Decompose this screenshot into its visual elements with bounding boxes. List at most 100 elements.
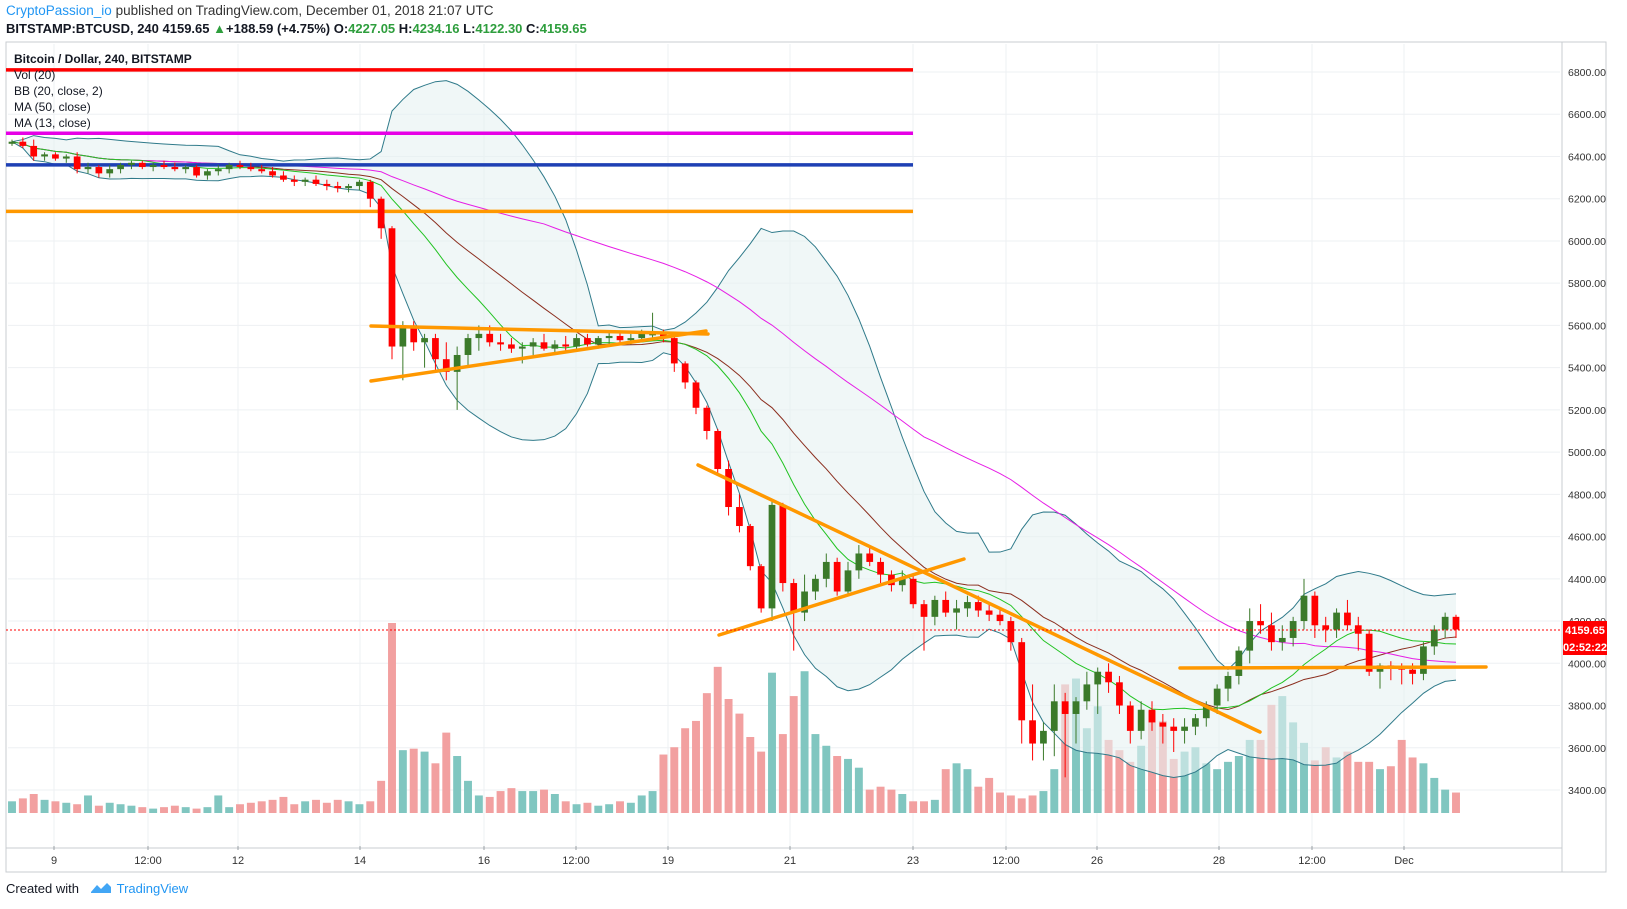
- grid: [8, 44, 1560, 846]
- candle-body: [562, 344, 570, 347]
- candle-body: [518, 346, 526, 349]
- volume-bar: [1376, 769, 1384, 813]
- volume-bar: [409, 748, 418, 813]
- volume-bar: [681, 728, 690, 813]
- volume-bar: [73, 804, 82, 813]
- price-tick-label: 4800.00: [1568, 489, 1606, 501]
- volume-bar: [8, 801, 16, 813]
- price-tick-label: 5200.00: [1568, 405, 1606, 417]
- legend-item-bb[interactable]: BB (20, close, 2): [14, 84, 103, 98]
- volume-bar: [952, 763, 961, 813]
- volume-bar: [930, 799, 939, 813]
- bb-fill: [12, 80, 1456, 778]
- candle-body: [475, 333, 483, 339]
- candle-body: [1278, 637, 1286, 643]
- price-tick-label: 6000.00: [1568, 236, 1606, 248]
- legend-item-ma13[interactable]: MA (13, close): [14, 116, 91, 130]
- candle-body: [725, 469, 732, 508]
- candle-body: [1235, 650, 1243, 676]
- candle-body: [920, 604, 928, 617]
- trendline: [369, 324, 710, 336]
- candle-body: [779, 504, 787, 584]
- volume-bar: [257, 801, 266, 813]
- volume-bar: [1419, 763, 1428, 813]
- candle-body: [1137, 709, 1145, 731]
- tradingview-link[interactable]: TradingView: [116, 881, 189, 896]
- volume-bar: [1332, 757, 1341, 813]
- volume-bar: [1386, 766, 1395, 813]
- candle-body: [1116, 682, 1123, 706]
- candle-body: [41, 154, 48, 157]
- volume-bar: [985, 777, 994, 813]
- candle-body: [985, 610, 993, 615]
- last-price-tag-text: 4159.65: [1565, 625, 1605, 637]
- candle-body: [410, 325, 418, 343]
- candle-body: [1344, 612, 1351, 626]
- candle-body: [605, 335, 613, 339]
- volume-bar: [442, 732, 451, 813]
- candle-body: [964, 602, 971, 609]
- candle-body: [377, 198, 385, 229]
- volume-bar: [920, 801, 928, 813]
- candle-body: [1029, 720, 1036, 744]
- volume-bar: [637, 795, 646, 813]
- volume-bar: [496, 791, 505, 813]
- volume-bar: [1115, 750, 1124, 813]
- volume-bar: [333, 799, 342, 813]
- bb-upper-line: [11, 80, 1457, 671]
- volume-bar: [225, 807, 234, 813]
- horizontal-levels: [6, 68, 913, 214]
- candle-body: [171, 167, 179, 170]
- candle-body: [106, 169, 114, 174]
- publish-info: published on TradingView.com, December 0…: [111, 3, 494, 18]
- close-label: C:: [526, 21, 540, 36]
- candle-body: [1311, 595, 1319, 626]
- volume-bar: [757, 751, 766, 813]
- candle-body: [757, 566, 765, 609]
- volume-bar: [1452, 792, 1460, 813]
- volume-bar: [833, 756, 842, 813]
- candle-body: [366, 181, 374, 199]
- candle-body: [1268, 625, 1275, 643]
- price-tick-label: 5000.00: [1568, 447, 1606, 459]
- candle-body: [312, 179, 320, 184]
- candle-body: [453, 354, 461, 372]
- candle-body: [95, 167, 103, 174]
- candle-body: [855, 553, 863, 571]
- volume-bar: [561, 801, 570, 813]
- candle-body: [573, 338, 580, 347]
- trendline: [1178, 665, 1488, 670]
- volume-bar: [279, 796, 288, 813]
- volume-bar: [887, 789, 896, 813]
- candle-body: [1300, 595, 1308, 622]
- legend-item-vol[interactable]: Vol (20): [14, 68, 55, 82]
- candle-body: [736, 507, 743, 527]
- time-tick-label: 9: [51, 855, 57, 867]
- candle-body: [1040, 730, 1047, 744]
- volume-bar: [1126, 761, 1135, 813]
- volume-bar: [1082, 728, 1091, 813]
- open-value: 4227.05: [348, 21, 396, 36]
- candle-body: [551, 344, 559, 349]
- volume-bar: [713, 666, 722, 813]
- up-triangle-icon: ▲: [213, 21, 227, 36]
- candle-body: [19, 141, 27, 146]
- high-label: H:: [398, 21, 413, 36]
- candle-body: [1224, 675, 1232, 689]
- volume-bar: [474, 795, 483, 813]
- candle-body: [898, 578, 906, 586]
- volume-bar: [181, 807, 190, 813]
- volume-bar: [312, 799, 320, 813]
- volume-bar: [724, 699, 733, 813]
- candle-body: [399, 325, 407, 347]
- volume-bar: [768, 672, 776, 813]
- bb-lower-line: [11, 141, 1457, 779]
- candle-body: [182, 167, 190, 170]
- volume-bar: [670, 747, 679, 813]
- legend-item-ma50[interactable]: MA (50, close): [14, 100, 91, 114]
- time-tick-label: 12:00: [562, 855, 590, 867]
- author-link[interactable]: CryptoPassion_io: [6, 3, 112, 18]
- tradingview-logo-icon: [89, 881, 113, 898]
- candle-body: [974, 602, 982, 611]
